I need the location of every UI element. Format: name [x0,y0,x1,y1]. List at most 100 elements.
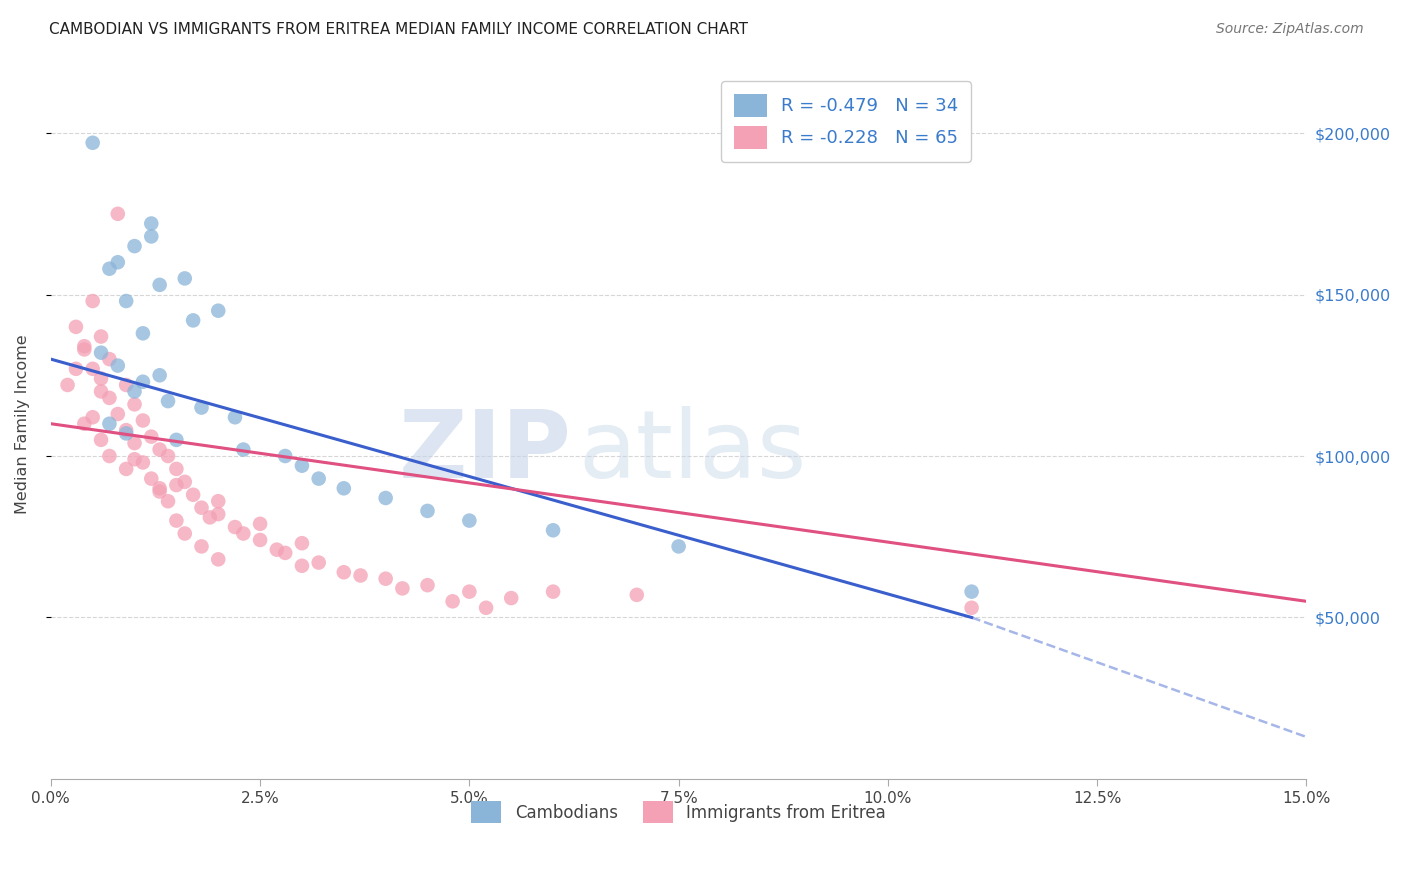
Point [207,507,229,521]
Point [107,255,129,269]
Point [82,361,104,376]
Point [141,217,163,231]
Point [266,542,288,557]
Point [98,352,121,367]
Point [115,423,138,437]
Point [98,449,121,463]
Point [224,410,246,425]
Point [149,442,172,457]
Point [107,407,129,421]
Point [274,546,297,560]
Point [165,433,187,447]
Point [132,375,155,389]
Point [157,494,180,508]
Point [65,361,87,376]
Point [181,488,204,502]
Legend: Cambodians, Immigrants from Eritrea: Cambodians, Immigrants from Eritrea [460,789,897,835]
Point [115,426,138,441]
Point [173,526,195,541]
Point [98,417,121,431]
Point [90,384,112,399]
Point [207,494,229,508]
Point [960,600,983,615]
Point [475,600,498,615]
Point [291,458,314,473]
Point [149,484,172,499]
Point [115,293,138,308]
Point [501,591,523,606]
Point [173,271,195,285]
Point [124,239,146,253]
Point [141,472,163,486]
Point [308,472,330,486]
Point [416,504,439,518]
Point [82,293,104,308]
Point [124,397,146,411]
Point [73,339,96,353]
Point [56,378,79,392]
Point [960,584,983,599]
Point [207,552,229,566]
Point [90,345,112,359]
Point [349,568,371,582]
Point [98,261,121,276]
Point [141,229,163,244]
Point [173,475,195,489]
Point [157,394,180,409]
Point [90,371,112,385]
Point [65,319,87,334]
Point [224,520,246,534]
Point [124,452,146,467]
Point [391,582,413,596]
Point [107,359,129,373]
Point [82,410,104,425]
Point [124,436,146,450]
Point [149,481,172,495]
Point [232,442,254,457]
Point [190,500,212,515]
Point [149,277,172,292]
Point [190,401,212,415]
Point [626,588,648,602]
Point [157,449,180,463]
Point [82,136,104,150]
Point [73,417,96,431]
Point [98,391,121,405]
Point [132,455,155,469]
Point [107,207,129,221]
Point [165,462,187,476]
Point [668,540,690,554]
Point [207,303,229,318]
Point [249,516,271,531]
Point [115,378,138,392]
Point [441,594,464,608]
Point [132,413,155,427]
Point [73,343,96,357]
Point [249,533,271,547]
Point [308,556,330,570]
Point [165,478,187,492]
Point [198,510,221,524]
Point [124,384,146,399]
Point [416,578,439,592]
Point [541,523,564,537]
Point [333,566,356,580]
Point [115,462,138,476]
Point [232,526,254,541]
Point [90,329,112,343]
Point [458,514,481,528]
Text: CAMBODIAN VS IMMIGRANTS FROM ERITREA MEDIAN FAMILY INCOME CORRELATION CHART: CAMBODIAN VS IMMIGRANTS FROM ERITREA MED… [49,22,748,37]
Point [141,430,163,444]
Point [333,481,356,495]
Point [541,584,564,599]
Point [149,368,172,383]
Point [132,326,155,341]
Point [165,514,187,528]
Point [374,491,396,505]
Point [181,313,204,327]
Point [190,540,212,554]
Point [291,536,314,550]
Text: ZIP: ZIP [399,406,572,498]
Point [374,572,396,586]
Point [274,449,297,463]
